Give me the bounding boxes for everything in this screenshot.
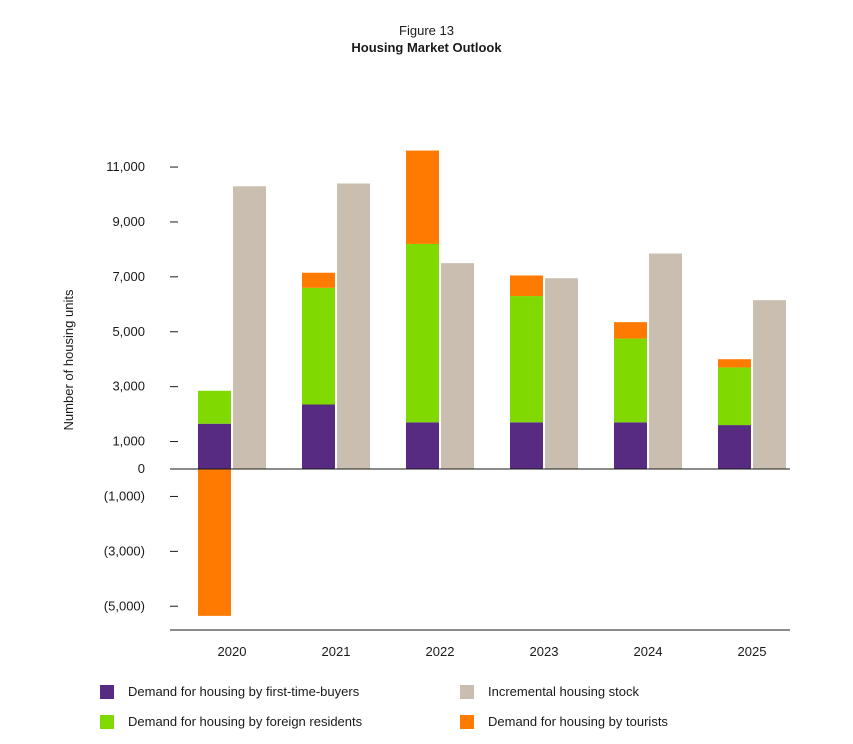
- bar-demand-for-housing-by-first-time-buyers-2022: [406, 422, 439, 469]
- figure-header: Figure 13 Housing Market Outlook: [0, 22, 853, 56]
- bar-chart: 11,000 9,000 7,000 5,000 3,000 1,000 0 (1,000) (…: [61, 150, 790, 659]
- y-tick-label: (1,000): [104, 488, 145, 503]
- y-tick-label: (5,000): [104, 598, 145, 613]
- legend-item-tourists: Demand for housing by tourists: [460, 714, 668, 729]
- bar-demand-for-housing-by-foreign-residents-2025: [718, 367, 751, 426]
- x-tick-label: 2023: [530, 644, 559, 659]
- y-tick-label: 5,000: [112, 324, 145, 339]
- bar-demand-for-housing-by-first-time-buyers-2023: [510, 422, 543, 469]
- legend-label: Demand for housing by first-time-buyers: [128, 684, 360, 699]
- bar-demand-for-housing-by-first-time-buyers-2021: [302, 404, 335, 469]
- y-tick-label: (3,000): [104, 543, 145, 558]
- x-tick-label: 2022: [426, 644, 455, 659]
- bar-demand-for-housing-by-tourists-2023: [510, 275, 543, 297]
- bar-incremental-housing-stock-2025: [753, 300, 786, 469]
- x-tick-label: 2025: [738, 644, 767, 659]
- bar-demand-for-housing-by-foreign-residents-2022: [406, 243, 439, 423]
- legend-swatch: [100, 714, 114, 729]
- x-tick-label: 2024: [634, 644, 663, 659]
- bar-demand-for-housing-by-tourists-2025: [718, 359, 751, 368]
- bar-incremental-housing-stock-2024: [649, 253, 682, 469]
- y-tick-label: 3,000: [112, 379, 145, 394]
- chart-title: Housing Market Outlook: [351, 40, 502, 55]
- legend-label: Demand for housing by foreign residents: [128, 714, 363, 729]
- x-tick-label: 2021: [322, 644, 351, 659]
- x-tick-label: 2020: [218, 644, 247, 659]
- y-tick-label: 0: [138, 461, 145, 476]
- bar-incremental-housing-stock-2021: [337, 183, 370, 469]
- legend-item-foreign-residents: Demand for housing by foreign residents: [100, 714, 362, 729]
- legend-swatch: [460, 684, 474, 699]
- bar-demand-for-housing-by-foreign-residents-2020: [198, 390, 231, 424]
- figure-label: Figure 13: [399, 23, 454, 38]
- bar-demand-for-housing-by-tourists-2020: [198, 469, 231, 616]
- legend-swatch: [100, 684, 114, 699]
- bar-demand-for-housing-by-first-time-buyers-2025: [718, 425, 751, 469]
- legend-label: Demand for housing by tourists: [488, 714, 668, 729]
- legend-item-incremental-stock: Incremental housing stock: [460, 684, 639, 699]
- bar-demand-for-housing-by-first-time-buyers-2020: [198, 423, 231, 469]
- y-tick-label: 1,000: [112, 434, 145, 449]
- y-tick-label: 7,000: [112, 269, 145, 284]
- bar-demand-for-housing-by-tourists-2022: [406, 150, 439, 244]
- bar-incremental-housing-stock-2022: [441, 263, 474, 469]
- bar-demand-for-housing-by-tourists-2021: [302, 272, 335, 288]
- bar-demand-for-housing-by-first-time-buyers-2024: [614, 422, 647, 469]
- bar-demand-for-housing-by-foreign-residents-2024: [614, 338, 647, 423]
- legend-item-first-time-buyers: Demand for housing by first-time-buyers: [100, 684, 359, 699]
- bar-incremental-housing-stock-2023: [545, 278, 578, 469]
- bar-demand-for-housing-by-foreign-residents-2023: [510, 296, 543, 423]
- y-tick-label: 11,000: [106, 159, 145, 174]
- bar-incremental-housing-stock-2020: [233, 186, 266, 469]
- legend-label: Incremental housing stock: [488, 684, 640, 699]
- bar-demand-for-housing-by-foreign-residents-2021: [302, 287, 335, 405]
- y-axis-title: Number of housing units: [61, 289, 76, 430]
- legend-swatch: [460, 714, 474, 729]
- y-tick-label: 9,000: [112, 214, 145, 229]
- bar-demand-for-housing-by-tourists-2024: [614, 322, 647, 339]
